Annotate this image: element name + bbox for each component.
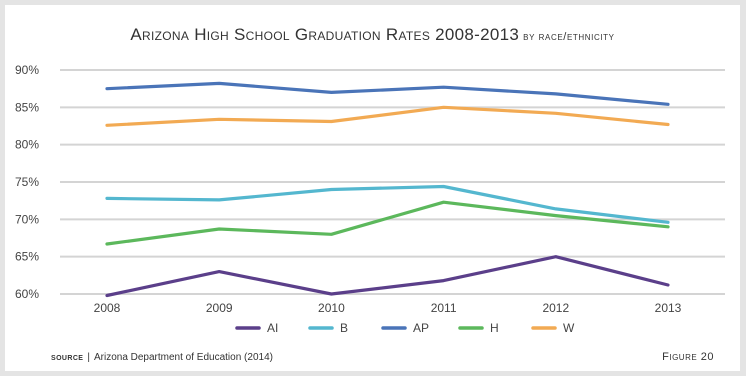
x-tick-label-2011: 2011 <box>431 301 457 315</box>
legend-item-ap: AP <box>381 321 429 335</box>
x-tick-label-2009: 2009 <box>206 301 233 315</box>
legend-label-ap: AP <box>413 321 429 335</box>
legend-item-b: B <box>308 321 348 335</box>
series-line-b <box>105 184 670 224</box>
y-tick-label-80: 80% <box>15 138 39 152</box>
grid-lines <box>60 69 725 295</box>
x-tick-label-2012: 2012 <box>542 301 569 315</box>
legend-label-h: H <box>490 321 499 335</box>
chart-subtitle: by race/ethnicity <box>523 31 615 43</box>
legend-label-ai: AI <box>267 321 278 335</box>
series-lines <box>105 81 670 298</box>
y-tick-label-85: 85% <box>15 100 39 114</box>
x-axis: 2008 2009 2010 2011 2012 2013 <box>94 301 682 315</box>
source-text: Arizona Department of Education (2014) <box>93 352 273 363</box>
x-tick-label-2010: 2010 <box>318 301 345 315</box>
source-separator: | <box>87 352 90 363</box>
y-axis: 90% 85% 80% 75% 70% 65% 60% <box>15 63 39 301</box>
source-note: source | Arizona Department of Education (… <box>51 352 273 363</box>
series-line-ap <box>105 81 670 106</box>
series-line-h <box>105 200 670 246</box>
x-tick-label-2008: 2008 <box>94 301 121 315</box>
legend-item-w: W <box>531 321 575 335</box>
series-line-ai <box>105 255 670 298</box>
y-tick-label-60: 60% <box>15 287 39 301</box>
legend-label-b: B <box>340 321 348 335</box>
legend-item-h: H <box>458 321 499 335</box>
series-line-w <box>105 105 670 127</box>
x-tick-label-2013: 2013 <box>655 301 682 315</box>
legend: AI B AP H W <box>235 321 575 335</box>
y-tick-label-90: 90% <box>15 63 39 77</box>
chart-title: Arizona High School Graduation Rates 200… <box>130 25 520 44</box>
chart-title-block: Arizona High School Graduation Rates 200… <box>5 25 740 45</box>
legend-item-ai: AI <box>235 321 278 335</box>
source-label: source <box>51 352 84 363</box>
y-tick-label-75: 75% <box>15 175 39 189</box>
y-tick-label-70: 70% <box>15 212 39 226</box>
figure-number: Figure 20 <box>662 351 714 363</box>
line-chart: 90%85%80%75%70%65%60% 2008 2009 2010 2011 20… <box>15 63 725 335</box>
figure-card: Arizona High School Graduation Rates 200… <box>5 5 740 371</box>
legend-label-w: W <box>563 321 575 335</box>
y-tick-label-65: 65% <box>15 250 39 264</box>
